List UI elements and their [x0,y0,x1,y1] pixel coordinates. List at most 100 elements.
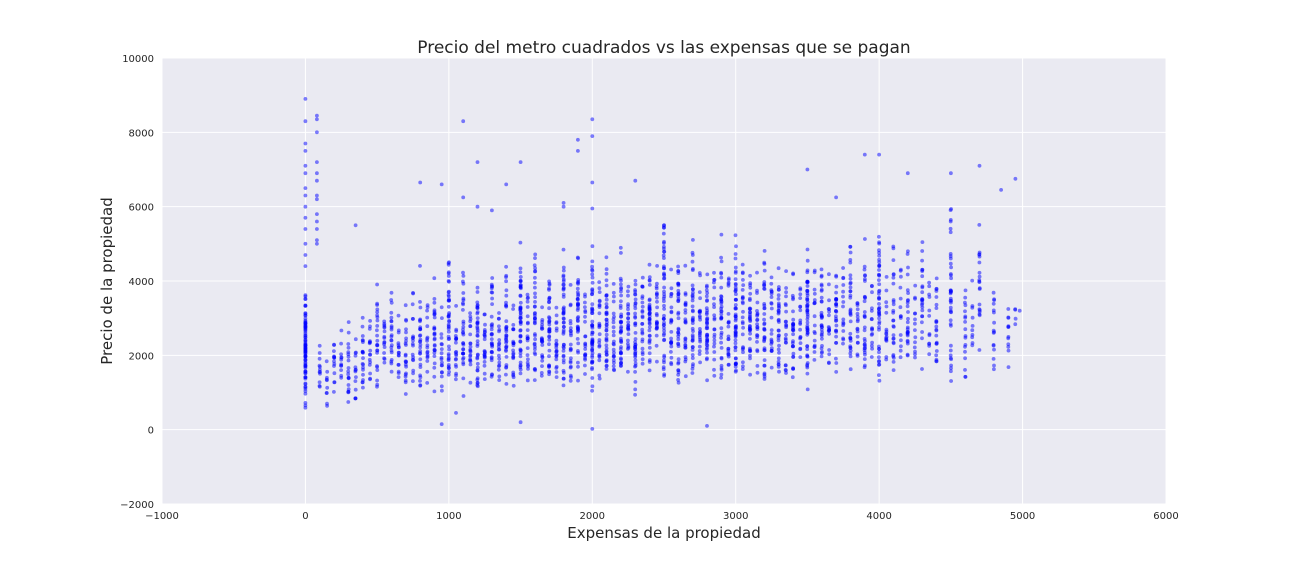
data-point [618,347,623,351]
data-point [999,188,1003,192]
data-point [762,336,767,341]
data-point [920,249,925,253]
data-point [532,341,537,346]
data-point [568,303,573,308]
data-point [748,281,753,286]
data-point [604,271,609,276]
data-point [525,378,530,383]
data-point [662,355,667,359]
data-point [949,265,953,270]
data-point [640,327,645,332]
data-point [977,348,982,352]
data-point [375,342,379,347]
data-point [590,307,594,312]
data-point [618,245,623,250]
data-point [891,299,896,304]
data-point [913,321,917,326]
data-point [533,256,537,260]
data-point [841,320,846,325]
data-point [712,357,717,362]
data-point [855,340,860,345]
data-point [554,353,559,358]
data-point [805,371,810,376]
data-point [669,320,673,325]
data-point [748,298,752,302]
data-point [411,379,415,383]
data-point [884,332,889,337]
data-point [303,391,308,396]
data-point [841,275,846,280]
data-point [719,275,724,280]
data-point [726,334,731,339]
data-point [949,276,953,281]
data-point [841,329,846,333]
data-point [913,317,917,322]
data-point [561,204,566,209]
data-point [661,253,666,258]
data-point [597,338,602,342]
data-point [633,278,638,283]
data-point [619,336,623,341]
chart-title: Precio del metro cuadrados vs las expens… [417,38,910,58]
data-point [963,295,968,300]
data-point [927,314,932,318]
data-point [604,305,609,309]
data-point [949,366,953,371]
data-point [755,333,760,338]
data-point [848,276,853,281]
data-point [812,314,817,319]
data-point [633,331,638,335]
data-point [719,336,723,340]
data-point [504,319,509,324]
data-point [447,298,451,303]
data-point [518,266,523,271]
data-point [762,358,767,362]
data-point [475,204,480,209]
data-point [590,244,595,249]
data-point [533,316,537,321]
data-point [948,322,953,326]
data-point [619,289,623,294]
data-point [375,333,379,338]
data-point [303,335,308,340]
data-point [547,299,551,304]
data-point [590,264,594,269]
data-point [568,373,573,378]
data-point [661,333,666,338]
data-point [669,305,674,310]
data-point [733,265,738,270]
data-point [504,365,509,369]
data-point [547,281,552,286]
data-point [719,363,724,368]
data-point [733,326,738,331]
data-point [303,339,308,344]
data-point [518,371,523,376]
data-point [547,363,551,368]
data-point [819,327,824,332]
data-point [934,333,939,338]
data-point [461,291,466,295]
data-point [719,312,724,317]
data-point [389,327,394,332]
data-point [805,293,810,298]
data-point [425,359,430,363]
data-point [977,223,982,227]
data-point [927,308,932,313]
data-point [346,358,351,363]
data-point [1006,345,1011,349]
data-point [734,287,738,292]
data-point [425,324,430,329]
data-point [475,361,480,366]
data-point [920,285,925,290]
data-point [490,276,495,280]
data-point [382,351,386,355]
data-point [425,338,429,343]
data-point [855,314,860,319]
data-point [317,363,322,368]
data-point [1006,316,1011,320]
data-point [733,338,738,342]
data-point [905,333,910,338]
data-point [303,329,308,334]
data-point [906,291,910,295]
data-point [862,152,867,157]
